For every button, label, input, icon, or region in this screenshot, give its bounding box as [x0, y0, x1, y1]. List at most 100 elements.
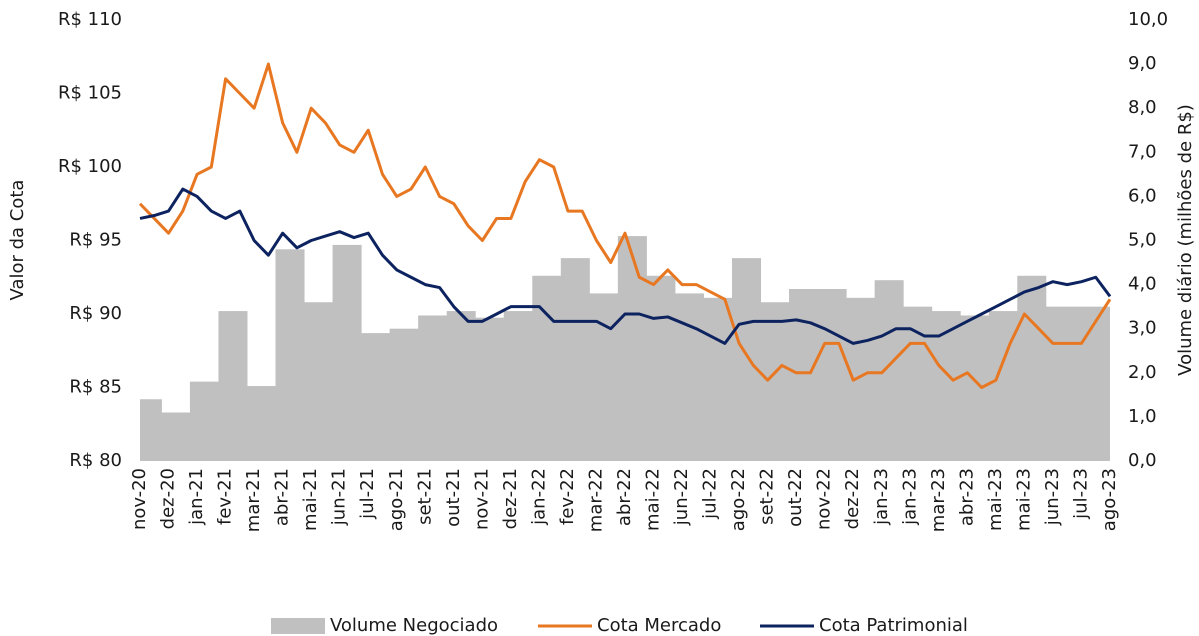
- x-tick-label: ago-22: [728, 468, 749, 531]
- x-tick-label: jun-21: [329, 468, 350, 526]
- volume-bar: [674, 293, 690, 461]
- x-tick-label: out-21: [443, 468, 464, 527]
- volume-bar: [1102, 306, 1110, 461]
- volume-bar: [460, 311, 476, 461]
- y-tick-label: R$ 90: [69, 303, 122, 324]
- volume-bar: [560, 258, 576, 461]
- volume-bar: [289, 249, 305, 461]
- volume-bar: [147, 399, 162, 461]
- y2-tick-label: 3,0: [1128, 318, 1157, 339]
- volume-bar: [418, 315, 433, 461]
- x-tick-label: ago-23: [1099, 468, 1120, 531]
- y-tick-label: R$ 105: [58, 83, 122, 104]
- volume-bar: [931, 311, 947, 461]
- volume-bar: [1031, 275, 1047, 461]
- y-tick-label: R$ 85: [69, 377, 122, 398]
- volume-bar: [403, 328, 419, 461]
- volume-bar: [860, 297, 876, 461]
- x-tick-label: abr-22: [614, 468, 635, 526]
- x-tick-label: set-22: [757, 468, 778, 525]
- volume-bar: [731, 258, 747, 461]
- volume-bar: [1074, 306, 1090, 461]
- y2-tick-label: 2,0: [1128, 362, 1157, 383]
- x-tick-label: jan-23: [899, 468, 920, 526]
- y-tick-label: R$ 95: [69, 230, 122, 251]
- volume-bar: [489, 317, 505, 461]
- legend-label: Cota Mercado: [597, 615, 721, 636]
- volume-bar: [1017, 275, 1033, 461]
- volume-bar: [988, 311, 1004, 461]
- volume-bar: [1088, 306, 1104, 461]
- volume-bar: [304, 302, 319, 461]
- x-tick-label: mai-22: [643, 468, 664, 531]
- y2-tick-label: 10,0: [1128, 9, 1168, 30]
- y2-tick-label: 4,0: [1128, 274, 1157, 295]
- volume-bar: [632, 236, 647, 461]
- volume-bar: [1045, 306, 1061, 461]
- x-tick-label: fev-21: [215, 468, 236, 525]
- volume-bar: [617, 236, 633, 461]
- volume-bar: [717, 297, 733, 461]
- x-tick-label: abr-21: [272, 468, 293, 526]
- x-tick-label: mar-22: [585, 468, 606, 532]
- volume-bar: [646, 275, 662, 461]
- volume-bar: [546, 275, 562, 461]
- volume-bar: [332, 244, 348, 461]
- legend-label: Cota Patrimonial: [819, 615, 968, 636]
- volume-bar: [532, 275, 548, 461]
- volume-bar: [917, 306, 933, 461]
- volume-bar: [161, 412, 177, 461]
- x-tick-label: dez-22: [842, 468, 863, 529]
- y2-tick-label: 9,0: [1128, 53, 1157, 74]
- volume-bar: [660, 275, 676, 461]
- x-tick-label: set-21: [414, 468, 435, 525]
- x-tick-label: abr-23: [956, 468, 977, 526]
- volume-bar: [346, 244, 362, 461]
- volume-bar: [575, 258, 590, 461]
- y-tick-label: R$ 100: [58, 156, 122, 177]
- x-tick-label: jul-21: [357, 468, 378, 520]
- x-tick-label: jan-23: [871, 468, 892, 526]
- x-tick-label: ago-21: [386, 468, 407, 531]
- volume-bar: [446, 311, 462, 461]
- line-1: [138, 62, 1112, 389]
- x-tick-label: fev-22: [557, 468, 578, 525]
- volume-bar: [746, 258, 762, 461]
- volume-bar: [703, 297, 719, 461]
- volume-bar: [774, 302, 790, 461]
- legend-label: Volume Negociado: [330, 615, 498, 636]
- x-tick-label: mar-23: [928, 468, 949, 532]
- volume-bar: [318, 302, 334, 461]
- y2-tick-label: 0,0: [1128, 450, 1157, 471]
- y-tick-label: R$ 80: [69, 450, 122, 471]
- legend-swatch: [271, 618, 325, 634]
- volume-bar: [189, 381, 205, 461]
- x-tick-label: mai-23: [1013, 468, 1034, 531]
- volume-bar: [232, 311, 248, 461]
- volume-bar: [803, 289, 819, 461]
- volume-bar: [831, 289, 847, 461]
- line-2: [139, 187, 1112, 345]
- volume-bar: [361, 333, 376, 461]
- y2-tick-label: 6,0: [1128, 185, 1157, 206]
- x-tick-label: jun-22: [671, 468, 692, 526]
- volume-bar: [1060, 306, 1075, 461]
- x-tick-label: jul-23: [1070, 468, 1091, 520]
- x-tick-label: mar-21: [243, 468, 264, 532]
- volume-bar: [275, 249, 291, 461]
- x-tick-label: nov-20: [129, 468, 150, 530]
- x-tick-label: dez-20: [158, 468, 179, 529]
- volume-bar: [888, 280, 904, 461]
- volume-bar: [261, 386, 277, 461]
- x-tick-label: mai-21: [300, 468, 321, 531]
- x-tick-label: nov-21: [471, 468, 492, 530]
- x-tick-label: mai-23: [985, 468, 1006, 531]
- x-tick-label: jan-21: [186, 468, 207, 526]
- x-tick-label: out-22: [785, 468, 806, 527]
- volume-bar: [204, 381, 219, 461]
- volume-bar: [945, 311, 961, 461]
- x-tick-label: jun-23: [1042, 468, 1063, 526]
- volume-bar: [175, 412, 191, 461]
- x-tick-label: dez-21: [500, 468, 521, 529]
